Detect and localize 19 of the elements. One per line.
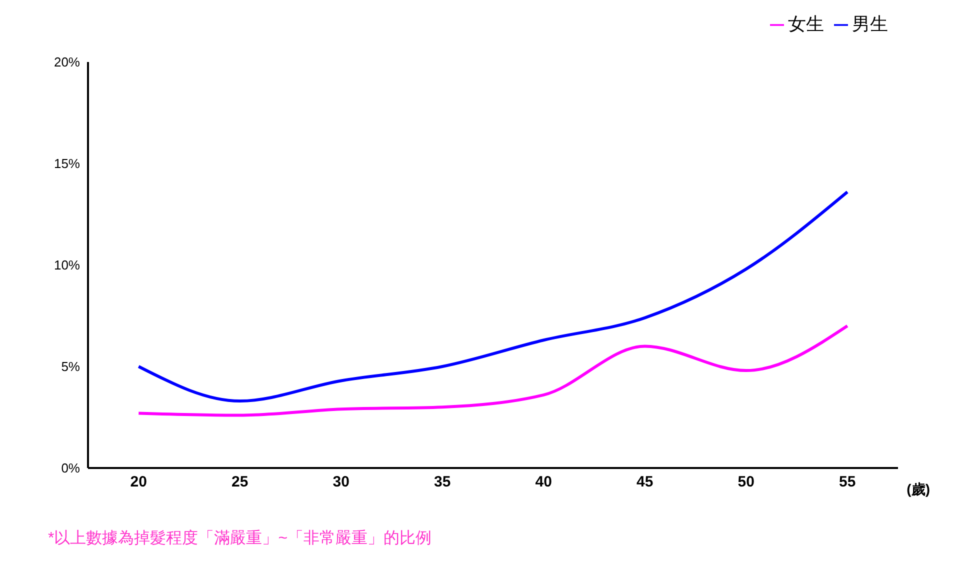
y-tick-label: 15% bbox=[54, 156, 80, 172]
x-axis-title: (歲) bbox=[906, 481, 930, 497]
x-tick-label: 45 bbox=[636, 474, 654, 491]
line-series bbox=[137, 324, 849, 417]
x-tick-label: 40 bbox=[535, 474, 552, 491]
legend-label: 女生 bbox=[788, 14, 824, 34]
x-tick-label: 35 bbox=[434, 474, 451, 491]
x-tick-label: 25 bbox=[232, 474, 248, 491]
x-tick-label: 20 bbox=[130, 474, 147, 491]
text: *以上數據為掉髮程度「滿嚴重」~「非常嚴重」的比例 bbox=[48, 528, 432, 549]
legend-label: 男生 bbox=[852, 14, 888, 34]
y-tick-label: 0% bbox=[61, 460, 80, 476]
y-tick-label: 20% bbox=[54, 54, 80, 70]
x-tick-label: 50 bbox=[738, 474, 754, 491]
y-tick-label: 5% bbox=[61, 359, 80, 374]
x-tick-label: 30 bbox=[332, 474, 350, 491]
x-tick-label: 55 bbox=[839, 474, 856, 491]
line-series bbox=[137, 190, 849, 403]
y-tick-label: 10% bbox=[54, 258, 80, 273]
